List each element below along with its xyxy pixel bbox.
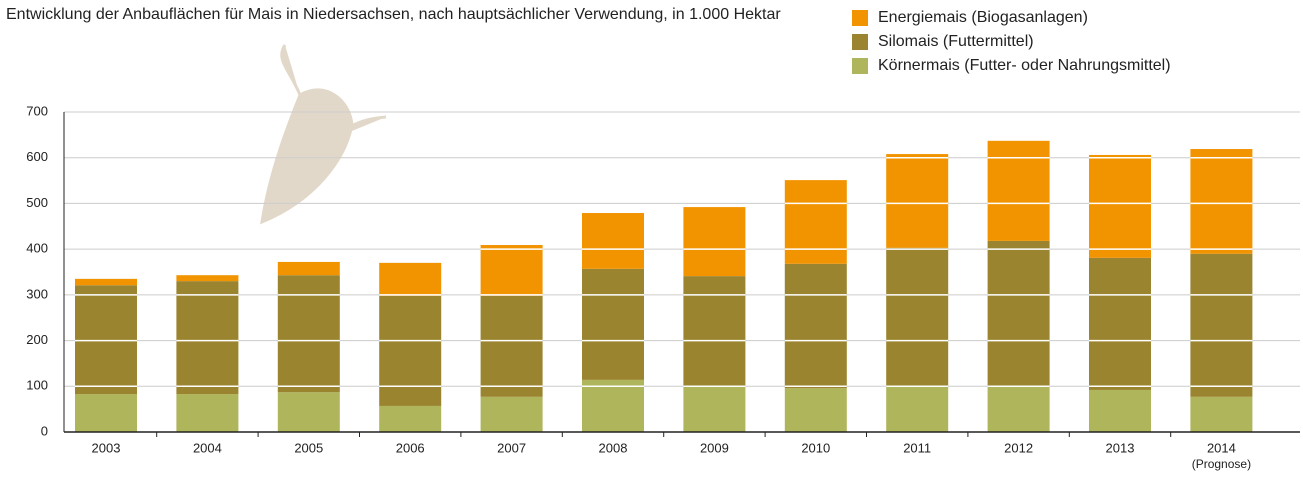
- bar-segment: [379, 263, 441, 296]
- x-tick-label: 2008: [599, 440, 628, 455]
- bar-segment: [176, 394, 238, 432]
- legend-label: Körnermais (Futter- oder Nahrungsmittel): [878, 57, 1171, 74]
- bar-segment: [1190, 254, 1252, 397]
- bar-segment: [582, 380, 644, 432]
- bar-segment: [481, 397, 543, 432]
- bar-segment: [379, 406, 441, 432]
- x-tick-label: 2014: [1207, 440, 1236, 455]
- y-tick-label: 300: [26, 286, 48, 301]
- annotation: (Prognose): [1192, 457, 1251, 471]
- legend-label: Energiemais (Biogasanlagen): [878, 9, 1088, 26]
- bar-segment: [278, 275, 340, 392]
- y-tick-label: 500: [26, 195, 48, 210]
- x-tick-label: 2010: [801, 440, 830, 455]
- x-tick-label: 2009: [700, 440, 729, 455]
- bar-segment: [683, 276, 745, 386]
- plot: Körnermais (Futter- oder Nahrungsmittel)…: [0, 0, 1303, 479]
- bar-segment: [785, 264, 847, 388]
- legend-swatch: [852, 34, 868, 50]
- y-tick-label: 400: [26, 241, 48, 256]
- bar-segment: [582, 269, 644, 380]
- bar-segment: [785, 388, 847, 432]
- bar-segment: [75, 285, 137, 394]
- bar-segment: [988, 141, 1050, 241]
- x-tick-label: 2004: [193, 440, 222, 455]
- bar-segment: [582, 213, 644, 269]
- bar-segment: [75, 279, 137, 285]
- y-tick-label: 700: [26, 103, 48, 118]
- legend-label: Silomais (Futtermittel): [878, 33, 1034, 50]
- bar-segment: [988, 241, 1050, 386]
- x-tick-label: 2011: [903, 440, 931, 455]
- bar-segment: [886, 386, 948, 432]
- bar-segment: [1190, 149, 1252, 254]
- bar-segment: [176, 275, 238, 281]
- x-tick-label: 2003: [92, 440, 121, 455]
- bar-segment: [278, 392, 340, 432]
- bar-segment: [75, 394, 137, 432]
- legend-swatch: [852, 10, 868, 26]
- bar-segment: [1089, 258, 1151, 390]
- y-tick-label: 100: [26, 378, 48, 393]
- y-tick-label: 0: [41, 423, 48, 438]
- corn-illustration: [262, 45, 386, 222]
- bar-segment: [379, 296, 441, 406]
- bar-segment: [1089, 155, 1151, 258]
- legend-swatch: [852, 58, 868, 74]
- y-tick-label: 200: [26, 332, 48, 347]
- bar-segment: [886, 248, 948, 387]
- bar-segment: [683, 207, 745, 276]
- bar-segment: [886, 154, 948, 248]
- x-tick-label: 2013: [1106, 440, 1135, 455]
- bar-segment: [785, 180, 847, 264]
- x-tick-label: 2007: [497, 440, 526, 455]
- bar-segment: [481, 245, 543, 296]
- bar-segment: [988, 386, 1050, 432]
- x-tick-label: 2005: [294, 440, 323, 455]
- x-tick-label: 2012: [1004, 440, 1033, 455]
- bar-segment: [481, 296, 543, 397]
- y-tick-label: 600: [26, 149, 48, 164]
- bar-segment: [683, 386, 745, 432]
- chart: Entwicklung der Anbauflächen für Mais in…: [0, 0, 1303, 479]
- bar-segment: [176, 281, 238, 394]
- bar-segment: [1190, 397, 1252, 432]
- bar-segment: [278, 262, 340, 275]
- x-tick-label: 2006: [396, 440, 425, 455]
- bar-segment: [1089, 390, 1151, 432]
